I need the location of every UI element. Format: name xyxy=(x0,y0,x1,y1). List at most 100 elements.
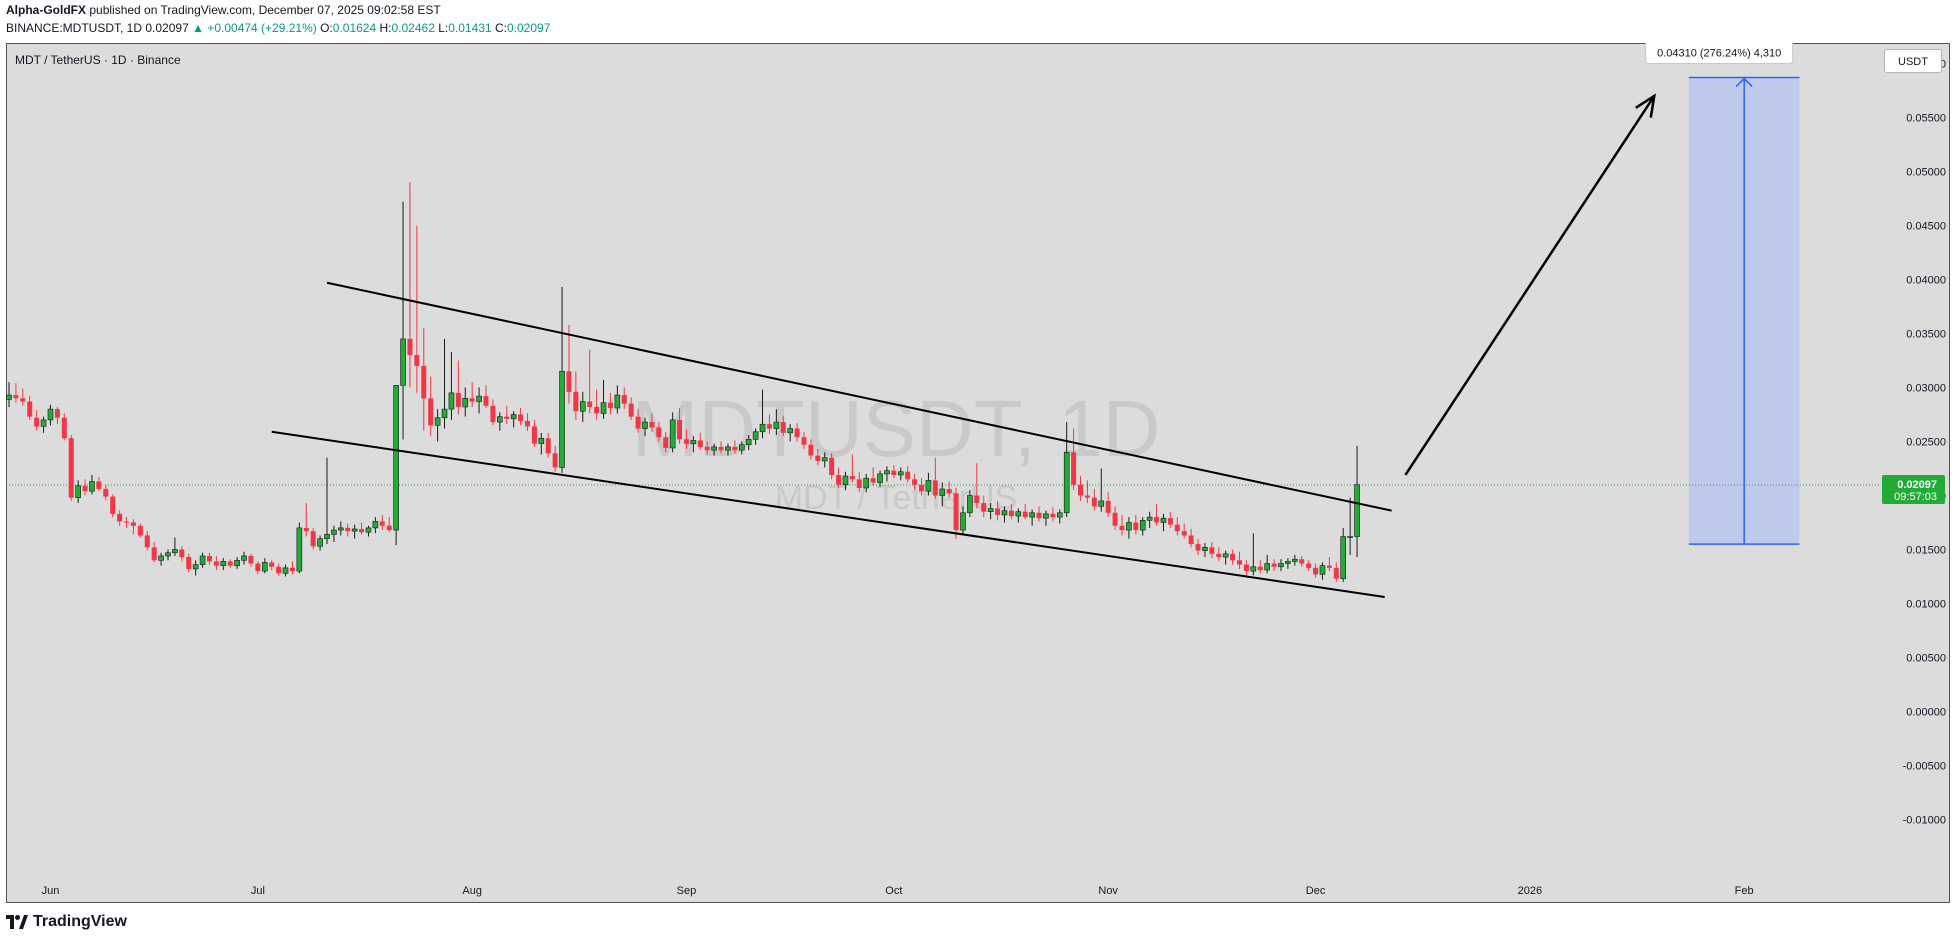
candle-body xyxy=(815,455,821,461)
author-name[interactable]: Alpha-GoldFX xyxy=(6,3,86,17)
candle-body xyxy=(780,422,786,433)
candle-body xyxy=(469,398,475,402)
candle xyxy=(1139,517,1146,536)
candle xyxy=(642,417,648,437)
candle-body xyxy=(939,488,946,496)
candle xyxy=(773,409,780,436)
current-price-label: 0.02097 xyxy=(1897,479,1937,491)
candle-body xyxy=(331,529,337,535)
candle-body xyxy=(1160,517,1167,523)
candle xyxy=(579,391,586,423)
candle xyxy=(1084,480,1090,504)
x-tick-label: Jun xyxy=(42,885,60,897)
candle xyxy=(656,422,662,442)
low-value: 0.01431 xyxy=(448,21,492,35)
y-tick-label: -0.01000 xyxy=(1903,815,1946,827)
candle xyxy=(870,467,876,486)
chart-frame xyxy=(6,43,1950,903)
candle-body xyxy=(1195,544,1201,551)
candle xyxy=(68,435,74,501)
candle xyxy=(40,416,47,433)
candle xyxy=(635,409,641,433)
candle xyxy=(995,500,1001,521)
candle xyxy=(987,503,994,520)
candle-body xyxy=(987,508,994,512)
candle-body xyxy=(1285,561,1291,564)
candle xyxy=(759,389,766,439)
y-tick-label: 0.04000 xyxy=(1906,275,1946,287)
candle-body xyxy=(1202,547,1208,551)
candle-body xyxy=(538,437,545,444)
candle xyxy=(677,408,683,444)
target-label-text: 0.04310 (276.24%) 4,310 xyxy=(1657,48,1781,60)
candle-body xyxy=(261,562,268,572)
candle-body xyxy=(1250,566,1257,572)
candle-body xyxy=(579,401,586,412)
y-tick-label: 0.03500 xyxy=(1906,329,1946,341)
candle xyxy=(510,411,517,428)
candle xyxy=(1195,538,1201,555)
candle-body xyxy=(1050,513,1056,518)
candle xyxy=(331,525,337,542)
candle xyxy=(469,382,475,407)
candle-body xyxy=(47,408,54,421)
candle-body xyxy=(566,371,572,392)
candle xyxy=(559,287,565,473)
y-tick-label: 0.00500 xyxy=(1906,653,1946,665)
candle-body xyxy=(1008,510,1014,517)
candle-body xyxy=(34,417,40,427)
candle-body xyxy=(303,527,309,532)
candle-body xyxy=(1354,484,1360,537)
candle-body xyxy=(448,392,455,410)
candle xyxy=(206,552,212,565)
candle xyxy=(808,439,814,460)
candle-body xyxy=(324,534,330,540)
candle xyxy=(801,431,807,450)
candle-body xyxy=(607,402,613,409)
candle-body xyxy=(1071,452,1077,485)
candle xyxy=(1036,506,1042,522)
publisher-line: Alpha-GoldFX published on TradingView.co… xyxy=(6,3,441,17)
candle xyxy=(663,431,669,453)
candle-body xyxy=(393,385,399,531)
candle-body xyxy=(1237,560,1243,565)
candle-body xyxy=(663,437,669,448)
candle-body xyxy=(967,495,973,514)
candle-body xyxy=(490,405,496,423)
candle xyxy=(476,387,482,414)
candle xyxy=(856,471,862,493)
candle-body xyxy=(642,421,648,429)
close-value: 0.02097 xyxy=(506,21,551,35)
candle-body xyxy=(96,481,102,490)
candle-body xyxy=(1292,558,1298,562)
tradingview-brand[interactable]: TradingView xyxy=(33,913,127,930)
candle-body xyxy=(269,562,275,567)
candle-body xyxy=(1347,536,1353,538)
candle xyxy=(849,454,855,483)
candle xyxy=(434,409,441,442)
y-tick-label: 0.00000 xyxy=(1906,707,1946,719)
candle xyxy=(27,396,33,420)
candle-body xyxy=(995,508,1001,515)
candle-body xyxy=(476,395,482,402)
candle-body xyxy=(946,489,952,494)
candle xyxy=(144,531,150,551)
candle-body xyxy=(1340,536,1347,579)
candle-body xyxy=(1036,512,1042,519)
candle xyxy=(1071,428,1077,491)
candle xyxy=(1354,445,1360,558)
candle-body xyxy=(891,470,897,475)
candle xyxy=(345,523,351,537)
tradingview-logo-icon xyxy=(6,915,28,929)
candle-body xyxy=(248,555,254,564)
candle-body xyxy=(351,528,358,532)
candle-body xyxy=(1105,500,1111,513)
currency-unit-button[interactable]: USDT xyxy=(1884,49,1942,73)
candle xyxy=(738,441,745,455)
x-tick-label: Sep xyxy=(677,885,697,897)
candle-body xyxy=(510,414,517,420)
candle xyxy=(75,480,81,504)
candle-body xyxy=(953,493,959,531)
candle xyxy=(1243,560,1249,576)
